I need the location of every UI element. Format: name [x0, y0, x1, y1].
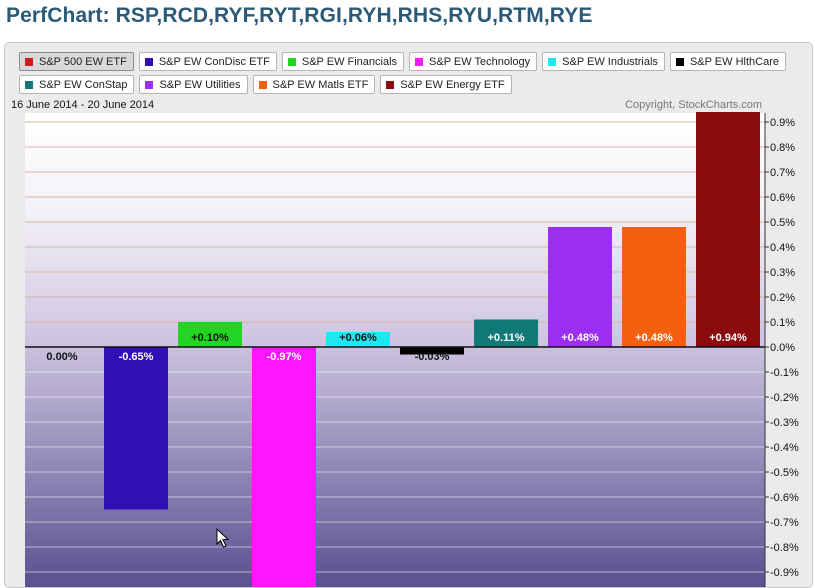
- y-tick-label: 0.2%: [770, 292, 795, 304]
- legend-swatch: [25, 80, 33, 89]
- y-tick-label: -0.8%: [770, 542, 799, 554]
- legend-swatch: [675, 57, 684, 66]
- legend-item-sandp-ew-condisc-etf[interactable]: S&P EW ConDisc ETF: [138, 52, 277, 71]
- legend-swatch: [415, 57, 424, 66]
- legend-label: S&P EW ConDisc ETF: [158, 55, 270, 68]
- legend-item-sandp-ew-utilities[interactable]: S&P EW Utilities: [139, 75, 248, 94]
- date-range: 16 June 2014 - 20 June 2014: [11, 99, 154, 111]
- bar-sandp-ew-technology: [252, 347, 316, 587]
- bar-sandp-ew-energy-etf: [696, 112, 760, 347]
- y-tick-label: -0.4%: [770, 442, 799, 454]
- value-label: -0.65%: [119, 351, 154, 363]
- legend-label: S&P EW Matls ETF: [272, 78, 369, 91]
- legend-swatch: [145, 80, 154, 89]
- legend-label: S&P EW Energy ETF: [400, 78, 505, 91]
- legend-item-sandp-ew-industrials[interactable]: S&P EW Industrials: [542, 52, 665, 71]
- value-label: +0.48%: [635, 332, 673, 344]
- value-label: +0.48%: [561, 332, 599, 344]
- y-tick-label: -0.7%: [770, 517, 799, 529]
- y-tick-label: 0.9%: [770, 117, 795, 129]
- value-label: +0.10%: [191, 332, 229, 344]
- legend-label: S&P EW HlthCare: [689, 55, 779, 68]
- page-title: PerfChart: RSP,RCD,RYF,RYT,RGI,RYH,RHS,R…: [6, 4, 593, 27]
- bar-sandp-ew-hlthcare: [400, 347, 464, 355]
- y-tick-label: 0.8%: [770, 142, 795, 154]
- legend-item-sandp-ew-matls-etf[interactable]: S&P EW Matls ETF: [252, 75, 376, 94]
- value-labels: 0.00% -0.65% +0.10% -0.97% +0.06% -0.03% +0.11…: [46, 332, 747, 363]
- legend-label: S&P 500 EW ETF: [39, 55, 127, 68]
- value-label: -0.97%: [267, 351, 302, 363]
- bar-sandp-ew-utilities: [548, 227, 612, 347]
- legend-item-sandp-500-ew-etf[interactable]: S&P 500 EW ETF: [19, 52, 134, 71]
- y-tick-label: 0.1%: [770, 317, 795, 329]
- legend-swatch: [25, 57, 33, 66]
- legend-swatch: [287, 57, 296, 66]
- mouse-cursor-icon: [216, 528, 230, 548]
- legend-label: S&P EW ConStap: [39, 78, 128, 91]
- legend-item-sandp-ew-financials[interactable]: S&P EW Financials: [281, 52, 405, 71]
- y-tick-label: 0.6%: [770, 192, 795, 204]
- legend-item-sandp-ew-energy-etf[interactable]: S&P EW Energy ETF: [380, 75, 512, 94]
- legend-swatch: [386, 80, 395, 89]
- legend-label: S&P EW Technology: [429, 55, 531, 68]
- y-tick-label: 0.3%: [770, 267, 795, 279]
- y-tick-label: -0.1%: [770, 367, 799, 379]
- legend-swatch: [144, 57, 153, 66]
- legend-row-2: S&P EW ConStap S&P EW Utilities S&P EW Mat…: [19, 75, 517, 94]
- legend-row-1: S&P 500 EW ETF S&P EW ConDisc ETF S&P EW F…: [19, 52, 791, 71]
- bar-sandp-ew-industrials: [326, 332, 390, 347]
- value-label: +0.11%: [487, 332, 524, 344]
- legend-label: S&P EW Industrials: [562, 55, 658, 68]
- bar-sandp-ew-financials: [178, 322, 242, 347]
- y-tick-label: 0.4%: [770, 242, 795, 254]
- value-label: 0.00%: [46, 351, 77, 363]
- perf-chart: 0.00% -0.65% +0.10% -0.97% +0.06% -0.03% +0.11…: [11, 99, 799, 587]
- legend-swatch: [258, 80, 267, 89]
- legend-swatch: [548, 57, 557, 66]
- y-tick-label: -0.3%: [770, 417, 799, 429]
- y-tick-label: 0.7%: [770, 167, 795, 179]
- y-axis-ticks: 0.9% 0.8% 0.7% 0.6% 0.5% 0.4% 0.3% 0.2% 0.1% 0.0%…: [765, 117, 799, 579]
- copyright: Copyright, StockCharts.com: [625, 99, 762, 111]
- y-tick-label: -0.5%: [770, 467, 799, 479]
- legend-item-sandp-ew-hlthcare[interactable]: S&P EW HlthCare: [669, 52, 786, 71]
- value-label: +0.06%: [339, 332, 377, 344]
- legend-item-sandp-ew-constap[interactable]: S&P EW ConStap: [19, 75, 135, 94]
- y-tick-label: -0.2%: [770, 392, 799, 404]
- value-label: +0.94%: [709, 332, 747, 344]
- legend-label: S&P EW Financials: [301, 55, 398, 68]
- bar-sandp-ew-constap: [474, 319, 538, 347]
- legend-label: S&P EW Utilities: [159, 78, 241, 91]
- value-label: -0.03%: [415, 351, 450, 363]
- legend-item-sandp-ew-technology[interactable]: S&P EW Technology: [409, 52, 538, 71]
- y-tick-label: -0.6%: [770, 492, 799, 504]
- bar-sandp-ew-matls-etf: [622, 227, 686, 347]
- bars: [104, 112, 760, 587]
- chart-frame: S&P 500 EW ETF S&P EW ConDisc ETF S&P EW F…: [4, 42, 813, 588]
- y-tick-label: 0.0%: [770, 342, 795, 354]
- y-tick-label: 0.5%: [770, 217, 795, 229]
- y-tick-label: -0.9%: [770, 567, 799, 579]
- bar-sandp-ew-condisc-etf: [104, 347, 168, 510]
